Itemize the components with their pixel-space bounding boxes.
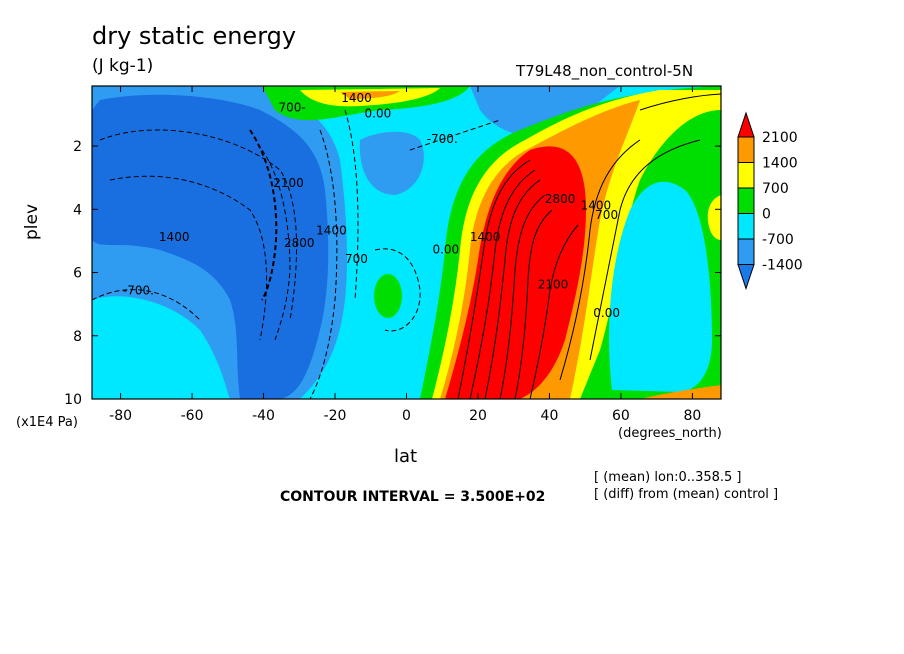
y-tick-group: 2 4 6 8 10 — [64, 139, 721, 408]
region-east-red — [445, 146, 586, 399]
colorbar-swatch — [737, 162, 755, 189]
colorbar-label: -1400 — [762, 258, 803, 274]
colorbar-label: 700 — [762, 181, 789, 197]
colorbar-label: -700 — [762, 232, 794, 248]
contour-label-group: 1400-700.210028001400700-700.700-14000.0… — [123, 91, 620, 320]
colorbar-swatch — [737, 136, 755, 163]
contour-label: -700. — [427, 132, 458, 146]
contour-label: 1400 — [159, 230, 190, 244]
colorbar-top-arrow — [737, 111, 755, 138]
contour-label: 0.00 — [432, 243, 459, 257]
x-tick-group: -80 -60 -40 -20 0 20 40 60 80 — [109, 86, 701, 424]
region-medium-blue-mid — [359, 131, 424, 195]
y-axis-units: (x1E4 Pa) — [16, 415, 78, 430]
colorbar-swatch — [737, 187, 755, 214]
contour-label: 1400 — [581, 198, 612, 212]
chart-units: (J kg-1) — [92, 56, 154, 76]
contour-label: 0.00 — [365, 107, 392, 121]
chart-title: dry static energy — [92, 22, 297, 50]
filled-contours — [92, 86, 721, 399]
contour-label: -700. — [123, 284, 154, 298]
colorbar: 2100 1400 700 0 -700 -1400 — [737, 111, 803, 291]
diff-note: [ (diff) from (mean) control ] — [594, 487, 779, 502]
region-east-edge-orange — [640, 385, 721, 399]
contour-label: 700- — [279, 100, 306, 114]
y-tick-label: 6 — [73, 266, 82, 282]
contour-label: 2800 — [284, 236, 315, 250]
x-tick-label: -80 — [109, 408, 132, 424]
x-axis-units: (degrees_north) — [618, 426, 722, 441]
colorbar-swatch — [737, 238, 755, 265]
mean-note: [ (mean) lon:0..358.5 ] — [594, 470, 742, 485]
region-top-blue — [470, 86, 620, 137]
x-tick-label: 0 — [402, 408, 411, 424]
contour-label: 2100 — [273, 176, 304, 190]
colorbar-label: 2100 — [762, 130, 798, 146]
colorbar-label: 1400 — [762, 156, 798, 172]
y-tick-label: 2 — [73, 139, 82, 155]
colorbar-swatch — [737, 213, 755, 240]
contour-label: 1400 — [316, 224, 347, 238]
region-east-cyan — [609, 181, 712, 392]
y-tick-label: 8 — [73, 329, 82, 345]
contour-label: 1400 — [341, 91, 372, 105]
y-tick-label: 10 — [64, 392, 82, 408]
x-tick-label: 40 — [541, 408, 559, 424]
x-tick-label: -40 — [252, 408, 275, 424]
colorbar-label: 0 — [762, 207, 771, 223]
region-deep-blue — [92, 94, 329, 399]
contour-label: 0.00 — [593, 306, 620, 320]
contour-label: 700 — [595, 208, 618, 222]
contour-label: 700 — [345, 252, 368, 266]
x-tick-label: -20 — [324, 408, 347, 424]
contour-label: 2100 — [538, 277, 569, 291]
region-east-edge-yellow — [707, 195, 721, 240]
x-tick-label: 80 — [683, 408, 701, 424]
region-cyan-south — [92, 296, 230, 399]
region-top-orange — [340, 91, 400, 99]
region-green-cell — [374, 274, 402, 318]
colorbar-bottom-arrow — [737, 264, 755, 291]
contour-label: 1400 — [470, 230, 501, 244]
x-tick-label: 20 — [469, 408, 487, 424]
contour-interval-text: CONTOUR INTERVAL = 3.500E+02 — [280, 489, 546, 505]
y-tick-label: 4 — [73, 202, 82, 218]
contour-lines — [92, 93, 721, 399]
x-axis-label: lat — [394, 446, 418, 467]
x-tick-label: -60 — [181, 408, 204, 424]
contour-label: 2800 — [545, 192, 576, 206]
run-label: T79L48_non_control-5N — [516, 62, 694, 80]
x-tick-label: 60 — [612, 408, 630, 424]
